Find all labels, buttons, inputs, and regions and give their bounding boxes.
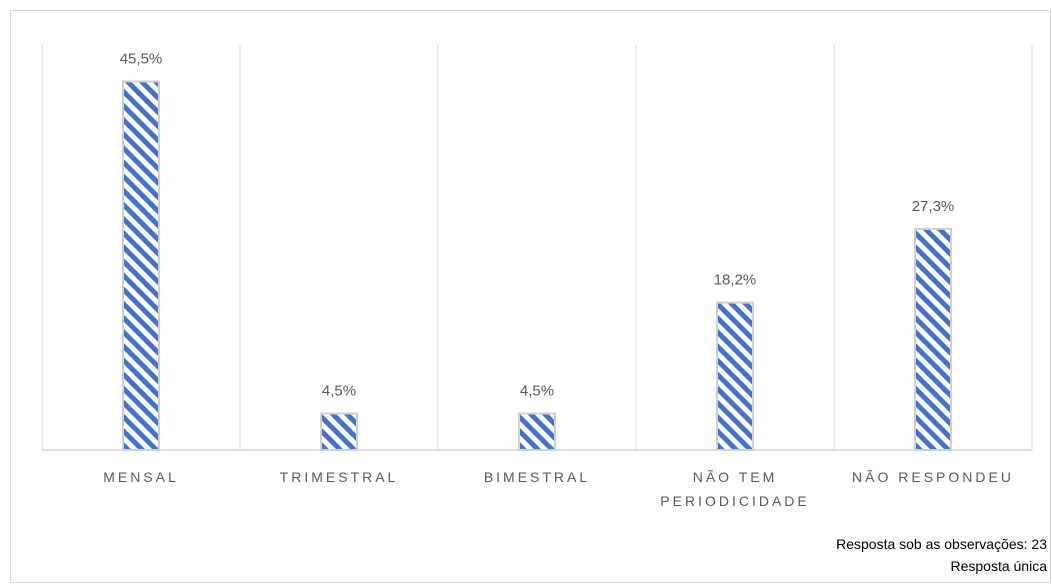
- bar: [518, 412, 556, 451]
- chart-frame: [10, 10, 1051, 583]
- data-label: 4,5%: [520, 383, 554, 400]
- data-label: 45,5%: [120, 50, 163, 67]
- category-label: PERIODICIDADE: [660, 493, 809, 509]
- data-label: 18,2%: [714, 272, 757, 289]
- category-label: TRIMESTRAL: [280, 469, 399, 485]
- bar: [914, 227, 952, 451]
- category-label: BIMESTRAL: [484, 469, 590, 485]
- answer-type-note: Resposta única: [950, 558, 1047, 574]
- data-label: 4,5%: [322, 383, 356, 400]
- bar: [320, 412, 358, 451]
- data-label: 27,3%: [912, 198, 955, 215]
- data-labels: 45,5% 4,5% 4,5% 18,2% 27,3%: [120, 50, 955, 399]
- bar: [122, 80, 160, 451]
- category-label: NÃO RESPONDEU: [852, 469, 1014, 485]
- bars: [122, 80, 952, 451]
- observations-note: Resposta sob as observações: 23: [836, 536, 1047, 552]
- category-label: NÃO TEM: [693, 469, 778, 485]
- bar: [716, 301, 754, 451]
- category-labels: MENSAL TRIMESTRAL BIMESTRAL NÃO TEM PERIODIC…: [103, 469, 1014, 509]
- category-label: MENSAL: [103, 469, 179, 485]
